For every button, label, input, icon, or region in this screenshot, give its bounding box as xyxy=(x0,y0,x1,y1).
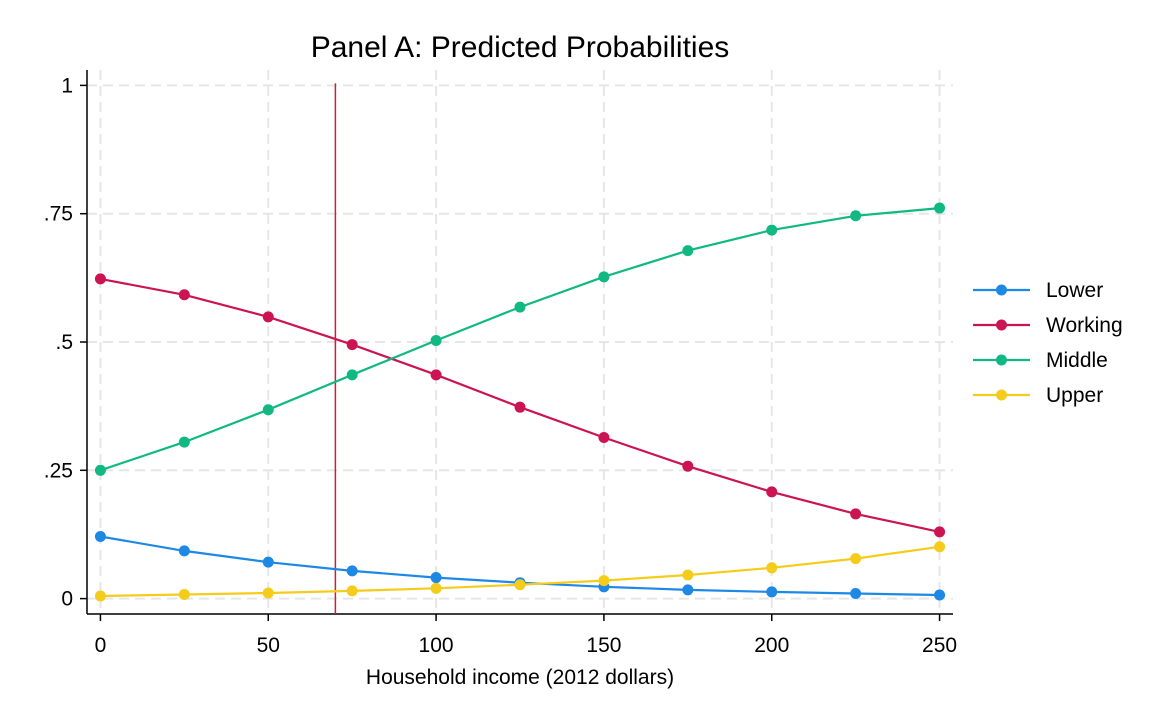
data-point-upper xyxy=(598,575,610,587)
series-working xyxy=(94,273,946,538)
data-point-middle xyxy=(430,334,442,346)
data-point-lower xyxy=(346,565,358,577)
x-ticks: 0 50 100 150 200 250 xyxy=(95,614,957,657)
data-point-working xyxy=(430,369,442,381)
legend-marker-working xyxy=(996,319,1007,331)
legend-marker-middle xyxy=(996,354,1007,366)
chart-title: Panel A: Predicted Probabilities xyxy=(311,31,730,64)
data-point-working xyxy=(766,486,778,498)
data-point-lower xyxy=(430,572,442,584)
data-point-middle xyxy=(850,210,862,222)
data-point-lower xyxy=(934,589,946,601)
grid xyxy=(87,70,953,614)
data-point-working xyxy=(598,431,610,443)
data-point-upper xyxy=(514,579,526,591)
data-point-middle xyxy=(514,301,526,313)
data-point-upper xyxy=(346,585,358,597)
data-point-middle xyxy=(766,224,778,236)
data-point-upper xyxy=(934,541,946,553)
data-point-upper xyxy=(850,553,862,565)
legend: Lower Working Middle Upper xyxy=(973,279,1123,407)
data-point-middle xyxy=(346,369,358,381)
series-middle xyxy=(94,202,946,476)
data-point-working xyxy=(178,289,190,301)
data-point-upper xyxy=(682,569,694,581)
series-layer xyxy=(94,202,946,602)
data-point-middle xyxy=(262,404,274,416)
data-point-working xyxy=(682,460,694,472)
legend-marker-lower xyxy=(996,284,1007,296)
data-point-lower xyxy=(178,545,190,557)
data-point-working xyxy=(262,311,274,323)
y-tick-label: 0 xyxy=(61,588,73,611)
x-tick-label: 250 xyxy=(922,634,957,657)
data-point-upper xyxy=(178,588,190,600)
legend-label-upper: Upper xyxy=(1046,384,1103,407)
data-point-working xyxy=(934,526,946,538)
x-tick-label: 0 xyxy=(95,634,107,657)
y-ticks: 0 .25 .5 .75 1 xyxy=(44,74,87,611)
x-tick-label: 100 xyxy=(419,634,454,657)
data-point-lower xyxy=(850,587,862,599)
x-axis-label: Household income (2012 dollars) xyxy=(366,666,674,689)
data-point-upper xyxy=(94,590,106,602)
data-point-lower xyxy=(682,584,694,596)
legend-label-lower: Lower xyxy=(1046,279,1103,302)
data-point-working xyxy=(850,508,862,520)
data-point-middle xyxy=(94,464,106,476)
data-point-middle xyxy=(178,436,190,448)
y-tick-label: .25 xyxy=(44,459,73,482)
data-point-upper xyxy=(766,562,778,574)
data-point-lower xyxy=(766,586,778,598)
y-tick-label: .75 xyxy=(44,203,73,226)
data-point-working xyxy=(94,273,106,285)
legend-label-middle: Middle xyxy=(1046,349,1108,372)
data-point-middle xyxy=(934,202,946,214)
x-tick-label: 150 xyxy=(586,634,621,657)
data-point-upper xyxy=(262,587,274,599)
y-tick-label: .5 xyxy=(55,331,73,354)
data-point-middle xyxy=(682,245,694,257)
legend-label-working: Working xyxy=(1046,314,1123,337)
data-point-lower xyxy=(262,556,274,568)
y-tick-label: 1 xyxy=(61,74,73,97)
x-tick-label: 200 xyxy=(754,634,789,657)
x-tick-label: 50 xyxy=(257,634,280,657)
series-upper xyxy=(94,541,946,602)
legend-marker-upper xyxy=(996,389,1007,401)
data-point-middle xyxy=(598,271,610,283)
data-point-lower xyxy=(94,531,106,543)
data-point-working xyxy=(346,339,358,351)
data-point-upper xyxy=(430,582,442,594)
data-point-working xyxy=(514,401,526,413)
